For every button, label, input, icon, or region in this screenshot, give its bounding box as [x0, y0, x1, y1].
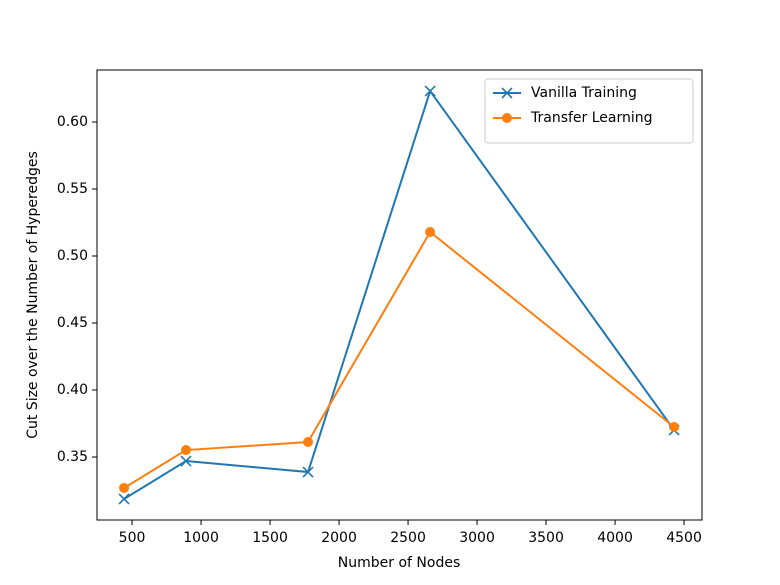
- x-tick-label: 4500: [666, 530, 702, 546]
- y-tick-label: 0.40: [57, 382, 88, 398]
- x-tick-label: 2000: [321, 530, 357, 546]
- x-tick-label: 4000: [597, 530, 633, 546]
- marker: [302, 466, 314, 478]
- marker: [303, 437, 314, 448]
- y-tick-label: 0.55: [57, 181, 88, 197]
- x-tick-label: 500: [119, 530, 146, 546]
- y-tick-label: 0.35: [57, 449, 88, 465]
- marker: [669, 421, 680, 432]
- y-tick-label: 0.60: [57, 114, 88, 130]
- series-line: [123, 88, 675, 500]
- x-tick-label: 1500: [252, 530, 288, 546]
- x-tick-label: 3500: [528, 530, 564, 546]
- x-axis-label: Number of Nodes: [338, 555, 460, 571]
- x-tick-label: 2500: [390, 530, 426, 546]
- series-line: [123, 230, 675, 489]
- marker: [425, 227, 436, 238]
- marker: [501, 87, 513, 99]
- y-tick-label: 0.45: [57, 315, 88, 331]
- plot-frame: [96, 69, 703, 521]
- legend-label: Vanilla Training: [531, 85, 637, 101]
- marker: [424, 85, 436, 97]
- marker: [181, 445, 192, 456]
- x-tick-label: 3000: [459, 530, 495, 546]
- x-tick-label: 1000: [183, 530, 219, 546]
- legend-label: Transfer Learning: [530, 110, 653, 126]
- marker: [119, 482, 130, 493]
- y-axis-label: Cut Size over the Number of Hyperedges: [25, 151, 41, 439]
- y-tick-label: 0.50: [57, 248, 88, 264]
- marker: [180, 455, 192, 467]
- marker: [502, 113, 512, 123]
- legend-box: [484, 78, 694, 144]
- marker: [118, 493, 130, 505]
